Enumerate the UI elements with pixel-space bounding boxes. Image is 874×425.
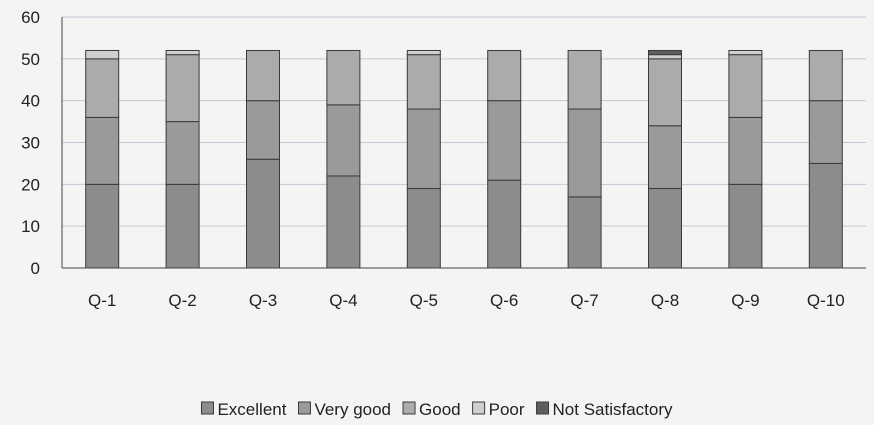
bar-segment <box>487 49 522 102</box>
bar-segment <box>728 49 763 56</box>
bar-segment <box>326 49 361 106</box>
x-tick-label: Q-2 <box>168 291 196 310</box>
legend-label: Poor <box>489 400 525 419</box>
bar-segment <box>808 49 843 102</box>
bar-segment <box>808 162 843 269</box>
bar-segment <box>406 54 441 110</box>
x-tick-label: Q-6 <box>490 291 518 310</box>
legend-swatch <box>200 401 214 415</box>
bar-segment <box>648 58 682 127</box>
legend-swatch <box>536 401 550 415</box>
y-tick-label: 40 <box>21 92 40 111</box>
bar-segment <box>85 116 120 185</box>
bar-segment <box>487 179 522 269</box>
legend-swatch <box>297 401 311 415</box>
bar-segment <box>246 158 280 269</box>
bar-segment <box>567 196 602 269</box>
bar-segment <box>728 116 763 185</box>
bar-segment <box>728 54 763 118</box>
x-tick-label: Q-5 <box>410 291 438 310</box>
bar-segment <box>406 188 441 269</box>
y-tick-label: 0 <box>31 259 40 278</box>
bar-segment <box>648 188 682 269</box>
bar-segment <box>165 54 200 123</box>
bar-segment <box>648 54 682 60</box>
bar-segment <box>567 49 602 110</box>
legend-label: Not Satisfactory <box>553 400 673 419</box>
bar-segment <box>567 108 602 198</box>
legend: Excellent Very good Good Poor Not Satisfacto… <box>200 400 673 419</box>
bar-segment <box>648 49 682 56</box>
bar-segment <box>85 49 120 60</box>
bar-segment <box>406 108 441 190</box>
legend-swatch <box>402 401 416 415</box>
bar-segment <box>246 100 280 160</box>
bar-segment <box>165 121 200 185</box>
legend-label: Very good <box>314 400 391 419</box>
bar-segment <box>165 183 200 269</box>
legend-label: Good <box>419 400 461 419</box>
x-tick-label: Q-10 <box>807 291 845 310</box>
bar-segment <box>165 49 200 56</box>
bars <box>85 49 843 269</box>
x-tick-label: Q-1 <box>88 291 116 310</box>
y-tick-label: 30 <box>21 134 40 153</box>
x-tick-label: Q-4 <box>329 291 357 310</box>
x-tick-label: Q-9 <box>731 291 759 310</box>
bar-segment <box>728 183 763 269</box>
legend-swatch <box>472 401 486 415</box>
bar-segment <box>85 58 120 118</box>
bar-segment <box>326 104 361 177</box>
y-tick-label: 10 <box>21 217 40 236</box>
axes: 0 10 20 30 40 50 60 Q-1 Q-2 Q-3 Q-4 Q-5 Q-6 Q-7 Q-8 Q-9… <box>21 8 866 310</box>
bar-segment <box>246 49 280 102</box>
x-tick-label: Q-7 <box>570 291 598 310</box>
bar-segment <box>85 183 120 269</box>
y-tick-label: 50 <box>21 50 40 69</box>
legend-label: Excellent <box>217 400 286 419</box>
bar-segment <box>648 125 682 190</box>
y-tick-label: 60 <box>21 8 40 27</box>
bar-segment <box>406 49 441 56</box>
bar-segment <box>808 100 843 164</box>
x-tick-label: Q-3 <box>249 291 277 310</box>
x-tick-label: Q-8 <box>651 291 679 310</box>
bar-segment <box>326 175 361 269</box>
bar-segment <box>487 100 522 181</box>
y-tick-label: 20 <box>21 175 40 194</box>
